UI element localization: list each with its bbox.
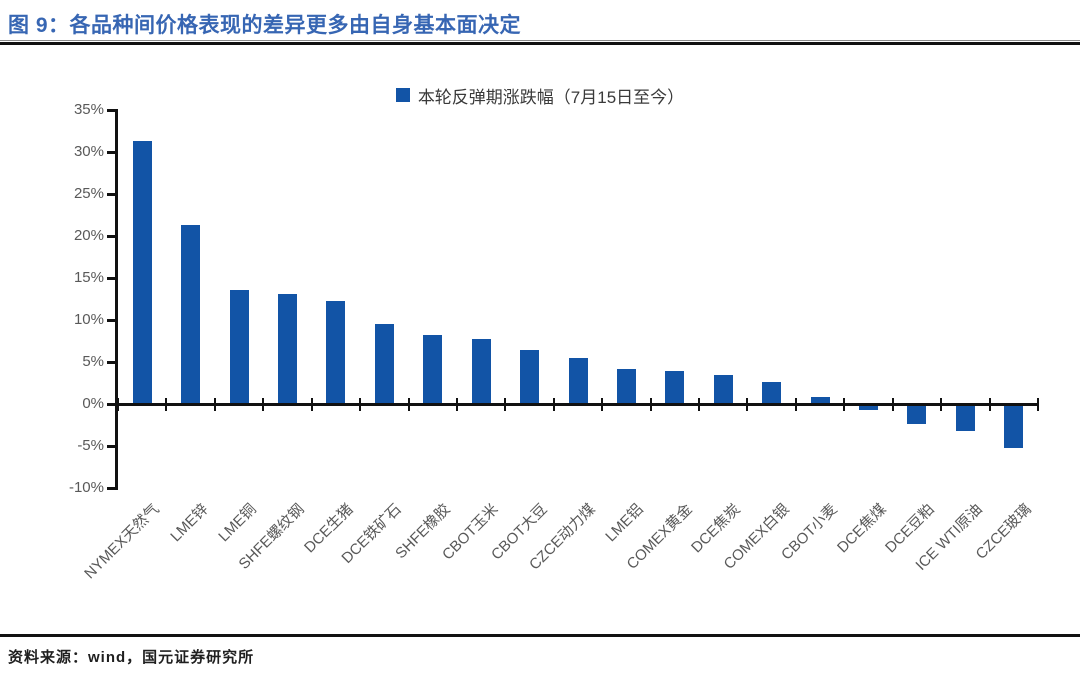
y-axis-label: 30% [73, 143, 104, 160]
title-divider-thin [0, 40, 1080, 41]
x-axis-tick [262, 398, 264, 411]
y-axis-tick [107, 319, 115, 322]
y-axis-line [115, 109, 118, 490]
x-axis-tick [553, 398, 555, 411]
bar [907, 406, 926, 424]
y-axis-tick [107, 277, 115, 280]
bar [326, 301, 345, 403]
bar [859, 406, 878, 410]
footer-divider [0, 634, 1080, 637]
x-axis-line [115, 403, 1038, 406]
x-axis-tick [892, 398, 894, 411]
y-axis-tick [107, 193, 115, 196]
y-axis-tick [107, 487, 115, 490]
bar [762, 382, 781, 403]
source-note: 资料来源：wind，国元证券研究所 [8, 649, 255, 666]
x-axis-tick [601, 398, 603, 411]
legend-label: 本轮反弹期涨跌幅（7月15日至今） [417, 87, 685, 107]
bar [133, 141, 152, 403]
y-axis-tick [107, 235, 115, 238]
bar [230, 290, 249, 403]
y-axis-tick [107, 151, 115, 154]
x-axis-tick [504, 398, 506, 411]
figure-title: 图 9：各品种间价格表现的差异更多由自身基本面决定 [8, 14, 522, 37]
y-axis-tick [107, 361, 115, 364]
y-axis-label: 10% [73, 311, 104, 328]
y-axis-tick [107, 445, 115, 448]
x-axis-tick [359, 398, 361, 411]
y-axis-tick [107, 403, 115, 406]
y-axis-label: 5% [82, 353, 104, 370]
bar [1004, 406, 1023, 448]
bar [617, 369, 636, 403]
x-axis-tick [165, 398, 167, 411]
bar [569, 358, 588, 403]
chart-legend: 本轮反弹期涨跌幅（7月15日至今） [0, 83, 1080, 107]
y-axis-label: 15% [73, 269, 104, 286]
title-divider-thick [0, 42, 1080, 45]
y-axis-label: 20% [73, 227, 104, 244]
x-axis-tick [843, 398, 845, 411]
y-axis-tick [107, 109, 115, 112]
x-axis-tick [989, 398, 991, 411]
x-axis-tick [1037, 398, 1039, 411]
bar [278, 294, 297, 403]
x-axis-tick [117, 398, 119, 411]
y-axis-label: -5% [77, 437, 104, 454]
bar [472, 339, 491, 403]
legend-swatch [395, 88, 410, 102]
x-axis-tick [940, 398, 942, 411]
y-axis-label: 0% [82, 395, 104, 412]
bar [375, 324, 394, 403]
x-axis-tick [650, 398, 652, 411]
bar [811, 397, 830, 403]
bar [520, 350, 539, 403]
x-axis-tick [698, 398, 700, 411]
x-axis-tick [214, 398, 216, 411]
y-axis-label: -10% [68, 479, 104, 496]
x-axis-tick [746, 398, 748, 411]
y-axis-label: 25% [73, 185, 104, 202]
x-axis-tick [408, 398, 410, 411]
bar [665, 371, 684, 403]
bar [714, 375, 733, 403]
y-axis-label: 35% [73, 101, 104, 118]
x-axis-tick [311, 398, 313, 411]
bar [181, 225, 200, 403]
bar [423, 335, 442, 403]
bar [956, 406, 975, 431]
x-axis-tick [456, 398, 458, 411]
x-axis-tick [795, 398, 797, 411]
